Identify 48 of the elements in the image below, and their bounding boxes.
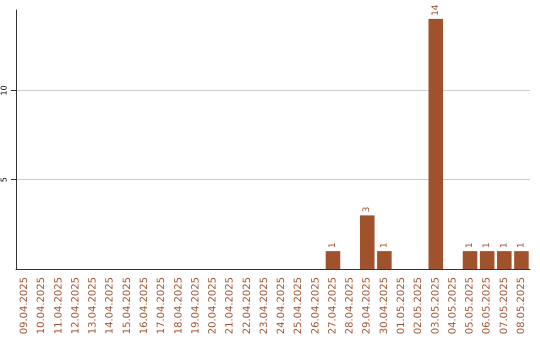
bar: [428, 18, 444, 269]
x-tick-label: 15.04.2025: [122, 277, 133, 334]
x-tick-label: 22.04.2025: [242, 277, 253, 334]
x-tick-label: 02.05.2025: [413, 277, 424, 334]
x-tick-label: 25.04.2025: [293, 277, 304, 334]
x-tick-label: 19.04.2025: [190, 277, 202, 334]
data-label: 1: [482, 242, 492, 248]
bar: [377, 251, 392, 269]
data-label: 1: [499, 242, 510, 248]
x-tick-label: 26.04.2025: [310, 277, 322, 334]
bar: [462, 251, 478, 269]
x-tick-label: 07.05.2025: [498, 277, 510, 334]
x-tick-label: 06.05.2025: [482, 277, 493, 334]
data-label: 1: [328, 242, 338, 248]
x-tick-label: 30.04.2025: [378, 277, 390, 334]
x-tick-label: 04.05.2025: [447, 277, 458, 334]
bar: [480, 251, 494, 269]
x-tick-label: 23.04.2025: [258, 277, 270, 334]
x-tick-label: 10.04.2025: [36, 277, 48, 334]
data-label: 3: [362, 206, 372, 212]
x-tick-label: 13.04.2025: [88, 277, 99, 334]
x-tick-label: 21.04.2025: [224, 277, 236, 334]
bar: [497, 251, 512, 269]
y-tick-label: 10: [0, 85, 8, 96]
x-tick-label: 28.04.2025: [344, 277, 356, 334]
y-tick-label: 5: [0, 177, 8, 182]
data-label: 1: [465, 242, 476, 248]
x-tick-label: 18.04.2025: [173, 277, 184, 334]
x-tick-label: 03.05.2025: [430, 277, 442, 334]
x-tick-label: 29.04.2025: [362, 277, 373, 334]
x-tick-label: 14.04.2025: [104, 277, 116, 334]
x-tick-label: 16.04.2025: [139, 277, 150, 334]
bar: [360, 215, 375, 269]
data-label: 1: [516, 242, 526, 248]
x-tick-label: 11.04.2025: [53, 277, 64, 334]
data-label: 1: [379, 242, 390, 248]
x-tick-label: 08.05.2025: [516, 277, 527, 334]
x-tick-label: 17.04.2025: [156, 277, 168, 334]
x-tick-label: 09.04.2025: [19, 277, 30, 334]
x-tick-label: 01.05.2025: [396, 277, 407, 334]
data-label: 14: [430, 4, 441, 16]
bar: [514, 251, 529, 269]
x-tick-label: 24.04.2025: [276, 277, 288, 334]
x-tick-label: 05.05.2025: [464, 277, 476, 334]
bar: [326, 251, 340, 269]
x-tick-label: 12.04.2025: [70, 277, 82, 334]
x-tick-label: 20.04.2025: [208, 277, 219, 334]
x-tick-label: 27.04.2025: [327, 277, 338, 334]
